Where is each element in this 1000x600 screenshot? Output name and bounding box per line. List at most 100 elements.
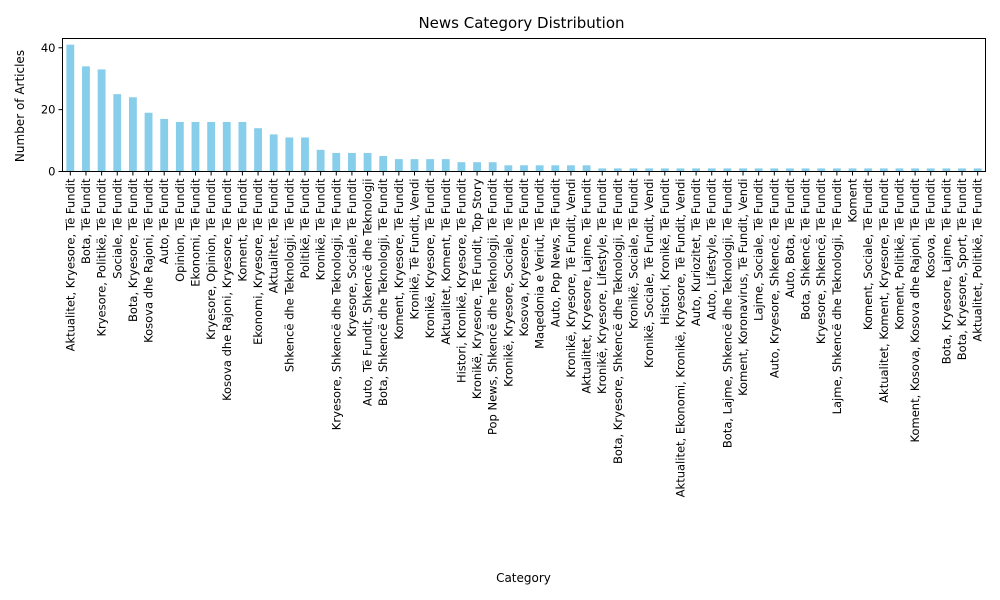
x-tick-label: Pop News, Shkencë dhe Teknologji, Të Fun… bbox=[486, 178, 500, 435]
bar bbox=[848, 168, 857, 172]
x-tick-label: Kronikë, Kryesore, Të Fundit, Top Story bbox=[470, 178, 484, 399]
x-tick-label: Koment bbox=[846, 178, 860, 223]
x-tick-label: Kronikë, Sociale, Të Fundit, Vendi bbox=[642, 179, 656, 369]
x-tick-label: Aktualitet, Ekonomi, Kronikë, Kryesore, … bbox=[673, 179, 687, 498]
bar bbox=[535, 165, 544, 172]
x-tick-label: Kronikë, Kryesore, Të Fundit, Vendi bbox=[564, 179, 578, 378]
bars-group bbox=[66, 44, 982, 172]
x-tick-label: Koment, Kryesore, Të Fundit bbox=[392, 178, 406, 340]
x-tick-label: Ekonomi, Kryesore, Të Fundit bbox=[251, 178, 265, 345]
bar bbox=[629, 168, 638, 172]
bar bbox=[504, 165, 513, 172]
x-tick-label: Bota, Shkencë, Të Fundit bbox=[799, 178, 813, 320]
bar bbox=[582, 165, 591, 172]
bar bbox=[676, 168, 685, 172]
bar bbox=[660, 168, 669, 172]
x-tick-label: Koment, Kosova, Kosova dhe Rajoni, Të Fu… bbox=[908, 178, 922, 442]
bar bbox=[520, 165, 528, 172]
y-tick-label: 40 bbox=[41, 41, 56, 55]
bar bbox=[222, 122, 231, 172]
bar bbox=[82, 66, 90, 172]
x-tick-label: Auto, Të Fundit, Shkencë dhe Teknologji bbox=[361, 179, 375, 407]
bar bbox=[269, 134, 278, 172]
x-tick-label: Auto, Pop News, Të Fundit bbox=[548, 178, 562, 327]
x-tick-label: Bota, Kryesore, Lajme, Të Fundit bbox=[939, 178, 953, 364]
bar bbox=[598, 168, 607, 172]
bar bbox=[285, 137, 294, 172]
x-tick-label: Bota, Kryesore, Shkencë dhe Teknologji, … bbox=[611, 178, 625, 464]
x-tick-label: Kryesore, Politikë, Të Fundit bbox=[95, 178, 109, 337]
bar bbox=[394, 159, 403, 172]
bar bbox=[207, 122, 216, 172]
x-tick-label: Kosova dhe Rajoni, Kryesore, Të Fundit bbox=[220, 178, 234, 401]
bar bbox=[801, 168, 810, 172]
bar bbox=[926, 168, 935, 172]
bar bbox=[786, 168, 794, 172]
x-tick-label: Kryesore, Sociale, Të Fundit bbox=[345, 178, 359, 337]
x-tick-label: Opinion, Të Fundit bbox=[173, 178, 187, 282]
x-tick-label: Aktualitet, Politikë, Të Fundit bbox=[971, 178, 985, 342]
x-tick-label: Bota, Të Fundit bbox=[79, 178, 93, 264]
bar bbox=[426, 159, 435, 172]
bar bbox=[379, 156, 388, 172]
x-tick-label: Koment, Politikë, Të Fundit bbox=[892, 178, 906, 330]
bar bbox=[348, 152, 356, 172]
x-tick-label: Kryesore, Shkencë dhe Teknologji, Të Fun… bbox=[329, 178, 343, 430]
x-tick-label: Shkencë dhe Teknologji, Të Fundit bbox=[282, 178, 296, 372]
x-tick-label: Auto, Lifestyle, Të Fundit bbox=[705, 178, 719, 320]
bar bbox=[879, 168, 888, 172]
x-tick-label: Aktualitet, Koment, Kryesore, Të Fundit bbox=[877, 178, 891, 403]
y-tick-label: 20 bbox=[41, 103, 56, 117]
x-tick-label: Histori, Kronikë, Kryesore, Të Fundit bbox=[454, 178, 468, 383]
x-tick-label: Kronikë, Kryesore, Të Fundit bbox=[423, 178, 437, 338]
bar bbox=[332, 152, 341, 172]
bar bbox=[645, 168, 654, 172]
x-tick-label: Politikë, Të Fundit bbox=[298, 178, 312, 278]
bar bbox=[254, 128, 262, 172]
x-tick-label: Kronikë, Të Fundit bbox=[314, 178, 328, 280]
x-tick-label: Lajme, Shkencë dhe Teknologji, Të Fundit bbox=[830, 178, 844, 414]
bar bbox=[692, 168, 700, 172]
y-axis-ticks: 0 20 40 bbox=[41, 41, 63, 179]
x-tick-label: Kosova, Të Fundit bbox=[924, 178, 938, 278]
x-tick-label: Kryesore, Opinion, Të Fundit bbox=[204, 178, 218, 340]
x-tick-label: Aktualitet, Koment, Të Fundit bbox=[439, 178, 453, 345]
x-tick-label: Aktualitet, Kryesore, Të Fundit bbox=[63, 178, 77, 351]
x-tick-label: Bota, Lajme, Shkencë dhe Teknologji, Të … bbox=[720, 178, 734, 448]
bar bbox=[473, 162, 481, 172]
bar bbox=[817, 168, 826, 172]
x-tick-label: Koment, Sociale, Të Fundit bbox=[861, 178, 875, 330]
bar bbox=[160, 118, 169, 172]
bar bbox=[895, 168, 904, 172]
x-tick-label: Ekonomi, Të Fundit bbox=[188, 178, 202, 287]
y-axis-label: Number of Articles bbox=[13, 50, 27, 162]
x-tick-label: Bota, Shkencë dhe Teknologji, Të Fundit bbox=[376, 178, 390, 406]
bar bbox=[175, 122, 184, 172]
bar bbox=[832, 168, 841, 172]
bar bbox=[973, 168, 982, 172]
x-tick-label: Aktualitet, Të Fundit bbox=[267, 178, 281, 293]
bar bbox=[911, 168, 920, 172]
y-tick-label: 0 bbox=[48, 165, 55, 179]
x-tick-label: Kronikë, Kryesore, Sociale, Të Fundit bbox=[501, 178, 515, 387]
bar bbox=[316, 149, 325, 172]
bar bbox=[410, 159, 419, 172]
x-tick-label: Auto, Kuriozitet, Të Fundit bbox=[689, 178, 703, 326]
bar bbox=[457, 162, 466, 172]
bar bbox=[739, 168, 747, 172]
bar bbox=[864, 168, 873, 172]
bar bbox=[113, 94, 122, 172]
bar bbox=[238, 122, 247, 172]
x-tick-label: Lajme, Sociale, Të Fundit bbox=[752, 178, 766, 321]
chart-title: News Category Distribution bbox=[418, 14, 624, 32]
bar bbox=[942, 168, 951, 172]
bar bbox=[144, 112, 153, 172]
bar bbox=[128, 97, 137, 172]
plot-frame bbox=[62, 38, 986, 172]
x-tick-label: Maqedonia e Veriut, Të Fundit bbox=[533, 178, 547, 349]
x-tick-label: Auto, Bota, Të Fundit bbox=[783, 178, 797, 298]
bar bbox=[363, 152, 372, 172]
x-tick-label: Kronikë, Sociale, Të Fundit bbox=[627, 178, 641, 329]
bar bbox=[958, 168, 966, 172]
x-tick-label: Koment, Të Fundit bbox=[235, 178, 249, 282]
